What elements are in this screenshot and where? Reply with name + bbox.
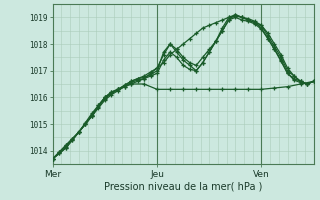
X-axis label: Pression niveau de la mer( hPa ): Pression niveau de la mer( hPa ) — [104, 181, 262, 191]
